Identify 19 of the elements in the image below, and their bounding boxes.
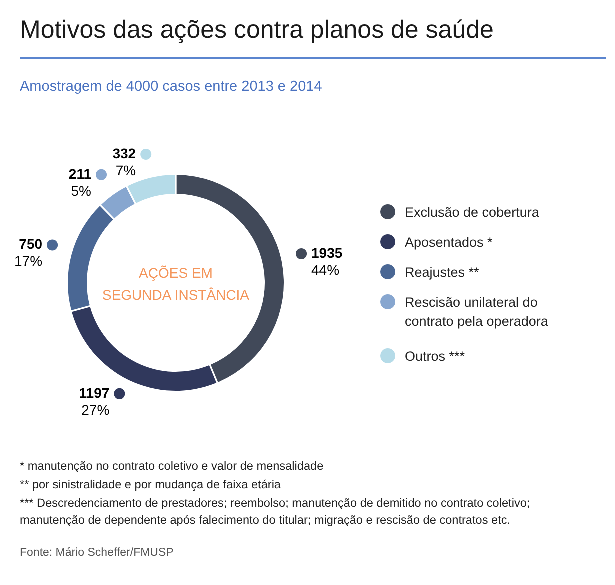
chart-subtitle: Amostragem de 4000 casos entre 2013 e 2014: [20, 79, 322, 95]
legend-label: Outros ***: [405, 349, 466, 364]
data-label: 332 7%: [112, 146, 136, 179]
legend-label: Aposentados *: [405, 235, 494, 250]
source-note: Fonte: Mário Scheffer/FMUSP: [20, 547, 174, 559]
data-label: 211 5%: [68, 166, 92, 199]
data-label: 1935 44%: [312, 244, 343, 278]
legend-label: Reajustes **: [405, 265, 480, 280]
donut-slice: [128, 175, 176, 204]
donut-slice: [101, 187, 135, 219]
legend-label: Exclusão de cobertura: [405, 205, 540, 220]
text: AÇÕES EM SEGUNDA INSTÂNCIA: [102, 265, 250, 303]
text: *** Descredenciamento de prestadores; reembolso; manutenção de demitido no contrato coletivo; manutenção de dependente após falecimento do titular; migração e rescisão de contratos etc.: [20, 496, 530, 527]
text: ** por sinistralidade e por mudança de faixa etária: [20, 478, 282, 492]
text: * manutenção no contrato coletivo e valor de mensalidade: [20, 459, 324, 473]
chart-title: Motivos das ações contra planos de saúde: [20, 16, 494, 44]
data-label: 1197 27%: [79, 384, 110, 418]
data-label: 750 17%: [14, 236, 43, 270]
legend-label: Rescisão unilateral do contrato pela operadora: [405, 295, 549, 329]
